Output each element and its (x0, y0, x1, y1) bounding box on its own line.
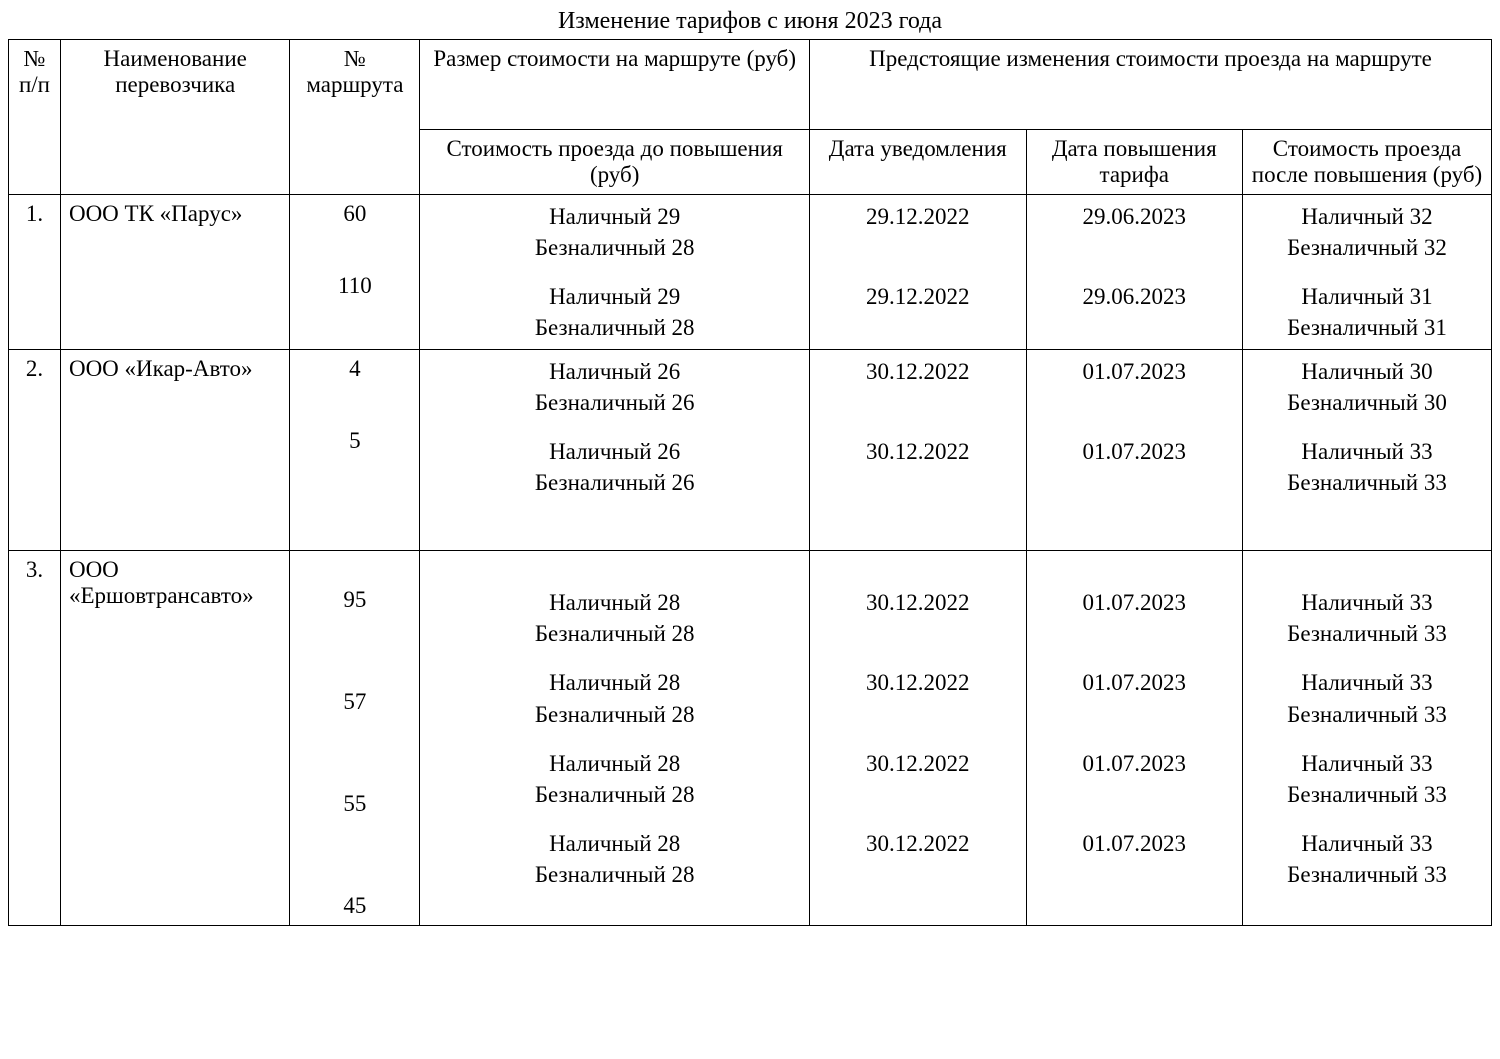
increase-date: 01.07.2023 (1082, 670, 1186, 695)
th-price-before: Стоимость проезда до повышения (руб) (420, 130, 810, 195)
route-number: 4 (298, 356, 411, 382)
price-cash: Наличный 26 (549, 359, 680, 384)
price-cashless: Безналичный 28 (535, 315, 695, 340)
price-cash: Наличный 31 (1301, 284, 1432, 309)
notice-date: 29.12.2022 (866, 284, 970, 309)
cell-price-after: Наличный 32 Безналичный 32 Наличный 31 Б… (1242, 195, 1491, 350)
increase-date: 01.07.2023 (1082, 359, 1186, 384)
cell-price-before: Наличный 26 Безналичный 26 Наличный 26 Б… (420, 350, 810, 551)
notice-date: 30.12.2022 (866, 751, 970, 776)
increase-date: 01.07.2023 (1082, 751, 1186, 776)
price-cashless: Безналичный 26 (535, 390, 695, 415)
cell-notice-date: 30.12.2022 30.12.2022 30.12.2022 30.12.2… (810, 551, 1026, 926)
price-cashless: Безналичный 30 (1287, 390, 1447, 415)
table-row: 1. ООО ТК «Парус» 60 110 Наличный 29 Без… (9, 195, 1492, 350)
cell-routes: 60 110 (290, 195, 420, 350)
price-cashless: Безналичный 33 (1287, 782, 1447, 807)
cell-carrier: ООО «Икар-Авто» (60, 350, 289, 551)
increase-date: 29.06.2023 (1082, 204, 1186, 229)
cell-increase-date: 01.07.2023 01.07.2023 (1026, 350, 1242, 551)
route-number: 95 (298, 587, 411, 613)
price-cashless: Безналичный 28 (535, 702, 695, 727)
price-cashless: Безналичный 32 (1287, 235, 1447, 260)
cell-price-after: Наличный 30 Безналичный 30 Наличный 33 Б… (1242, 350, 1491, 551)
cell-carrier: ООО «Ершовтрансавто» (60, 551, 289, 926)
price-cash: Наличный 33 (1301, 439, 1432, 464)
cell-num: 1. (9, 195, 61, 350)
th-increase-date: Дата повышения тарифа (1026, 130, 1242, 195)
cell-carrier: ООО ТК «Парус» (60, 195, 289, 350)
price-cashless: Безналичный 28 (535, 782, 695, 807)
route-number: 5 (298, 428, 411, 454)
cell-price-before: Наличный 28 Безналичный 28 Наличный 28 Б… (420, 551, 810, 926)
cell-price-after: Наличный 33 Безналичный 33 Наличный 33 Б… (1242, 551, 1491, 926)
price-cashless: Безналичный 33 (1287, 702, 1447, 727)
cell-num: 3. (9, 551, 61, 926)
th-price-after: Стоимость проезда после повышения (руб) (1242, 130, 1491, 195)
price-cash: Наличный 29 (549, 204, 680, 229)
th-price-group: Размер стоимости на маршруте (руб) (420, 40, 810, 130)
cell-notice-date: 30.12.2022 30.12.2022 (810, 350, 1026, 551)
notice-date: 30.12.2022 (866, 439, 970, 464)
price-cash: Наличный 33 (1301, 831, 1432, 856)
cell-num: 2. (9, 350, 61, 551)
route-number: 55 (298, 791, 411, 817)
price-cash: Наличный 33 (1301, 751, 1432, 776)
price-cash: Наличный 29 (549, 284, 680, 309)
th-num: № п/п (9, 40, 61, 195)
price-cashless: Безналичный 28 (535, 862, 695, 887)
price-cash: Наличный 33 (1301, 590, 1432, 615)
cell-routes: 95 57 55 45 (290, 551, 420, 926)
page-title: Изменение тарифов с июня 2023 года (8, 8, 1492, 35)
increase-date: 01.07.2023 (1082, 590, 1186, 615)
notice-date: 29.12.2022 (866, 204, 970, 229)
price-cash: Наличный 32 (1301, 204, 1432, 229)
price-cashless: Безналичный 26 (535, 470, 695, 495)
cell-routes: 4 5 (290, 350, 420, 551)
notice-date: 30.12.2022 (866, 831, 970, 856)
price-cash: Наличный 33 (1301, 670, 1432, 695)
price-cashless: Безналичный 33 (1287, 470, 1447, 495)
price-cash: Наличный 28 (549, 831, 680, 856)
cell-price-before: Наличный 29 Безналичный 28 Наличный 29 Б… (420, 195, 810, 350)
th-carrier: Наименование перевозчика (60, 40, 289, 195)
price-cashless: Безналичный 28 (535, 621, 695, 646)
notice-date: 30.12.2022 (866, 590, 970, 615)
price-cash: Наличный 26 (549, 439, 680, 464)
price-cash: Наличный 28 (549, 670, 680, 695)
cell-increase-date: 01.07.2023 01.07.2023 01.07.2023 01.07.2… (1026, 551, 1242, 926)
cell-notice-date: 29.12.2022 29.12.2022 (810, 195, 1026, 350)
th-changes-group: Предстоящие изменения стоимости проезда … (810, 40, 1492, 130)
price-cashless: Безналичный 33 (1287, 862, 1447, 887)
notice-date: 30.12.2022 (866, 670, 970, 695)
increase-date: 29.06.2023 (1082, 284, 1186, 309)
th-notice-date: Дата уведомления (810, 130, 1026, 195)
price-cashless: Безналичный 33 (1287, 621, 1447, 646)
increase-date: 01.07.2023 (1082, 439, 1186, 464)
price-cashless: Безналичный 28 (535, 235, 695, 260)
increase-date: 01.07.2023 (1082, 831, 1186, 856)
route-number: 110 (298, 273, 411, 299)
price-cash: Наличный 28 (549, 751, 680, 776)
cell-increase-date: 29.06.2023 29.06.2023 (1026, 195, 1242, 350)
notice-date: 30.12.2022 (866, 359, 970, 384)
header-row-1: № п/п Наименование перевозчика № маршрут… (9, 40, 1492, 130)
route-number: 45 (298, 893, 411, 919)
price-cashless: Безналичный 31 (1287, 315, 1447, 340)
th-route: № маршрута (290, 40, 420, 195)
tariff-table: № п/п Наименование перевозчика № маршрут… (8, 39, 1492, 926)
price-cash: Наличный 30 (1301, 359, 1432, 384)
table-row: 3. ООО «Ершовтрансавто» 95 57 55 45 Нали… (9, 551, 1492, 926)
route-number: 57 (298, 689, 411, 715)
route-number: 60 (298, 201, 411, 227)
table-row: 2. ООО «Икар-Авто» 4 5 Наличный 26 Безна… (9, 350, 1492, 551)
price-cash: Наличный 28 (549, 590, 680, 615)
